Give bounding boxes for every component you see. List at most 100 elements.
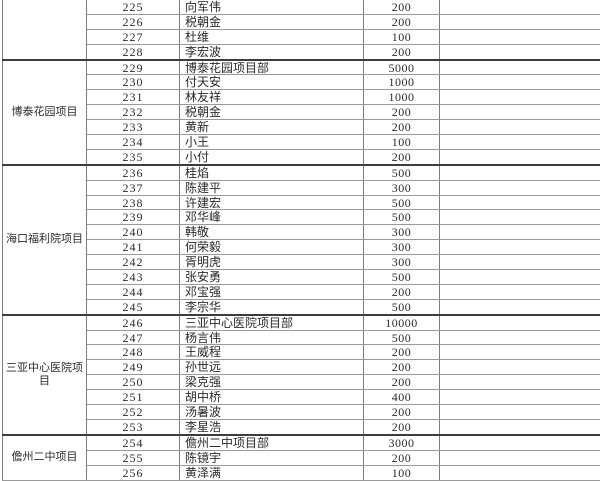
amount-cell: 200 bbox=[364, 375, 440, 390]
row-number-cell: 241 bbox=[87, 240, 180, 255]
name-cell: 杜维 bbox=[180, 29, 364, 44]
name-cell: 小付 bbox=[180, 149, 364, 164]
amount-cell: 200 bbox=[364, 450, 440, 465]
amount-cell: 500 bbox=[364, 270, 440, 285]
empty-cell bbox=[440, 165, 600, 180]
amount-cell: 200 bbox=[364, 0, 440, 14]
empty-cell bbox=[440, 284, 600, 299]
row-number-cell: 251 bbox=[87, 390, 180, 405]
name-cell: 税朝金 bbox=[180, 14, 364, 29]
row-number-cell: 246 bbox=[87, 315, 180, 330]
row-number-cell: 238 bbox=[87, 195, 180, 210]
amount-cell: 200 bbox=[364, 44, 440, 59]
amount-cell: 200 bbox=[364, 149, 440, 164]
name-cell: 邓宝强 bbox=[180, 284, 364, 299]
empty-cell bbox=[440, 195, 600, 210]
amount-cell: 100 bbox=[364, 135, 440, 150]
empty-cell bbox=[440, 225, 600, 240]
amount-cell: 200 bbox=[364, 345, 440, 360]
name-cell: 胥明虎 bbox=[180, 255, 364, 270]
row-number-cell: 228 bbox=[87, 44, 180, 59]
name-cell: 三亚中心医院项目部 bbox=[180, 315, 364, 330]
project-cell bbox=[3, 0, 87, 60]
row-number-cell: 250 bbox=[87, 375, 180, 390]
amount-cell: 1000 bbox=[364, 75, 440, 90]
row-number-cell: 236 bbox=[87, 165, 180, 180]
row-number-cell: 254 bbox=[87, 435, 180, 450]
empty-cell bbox=[440, 105, 600, 120]
row-number-cell: 247 bbox=[87, 330, 180, 345]
row-number-cell: 256 bbox=[87, 465, 180, 480]
amount-cell: 200 bbox=[364, 105, 440, 120]
amount-cell: 1000 bbox=[364, 90, 440, 105]
row-number-cell: 249 bbox=[87, 360, 180, 375]
empty-cell bbox=[440, 149, 600, 164]
name-cell: 付天安 bbox=[180, 75, 364, 90]
amount-cell: 300 bbox=[364, 240, 440, 255]
name-cell: 李星浩 bbox=[180, 419, 364, 434]
row-number-cell: 227 bbox=[87, 29, 180, 44]
amount-cell: 200 bbox=[364, 284, 440, 299]
empty-cell bbox=[440, 330, 600, 345]
name-cell: 胡中桥 bbox=[180, 390, 364, 405]
row-number-cell: 242 bbox=[87, 255, 180, 270]
row-number-cell: 229 bbox=[87, 60, 180, 75]
name-cell: 汤暑波 bbox=[180, 405, 364, 420]
empty-cell bbox=[440, 360, 600, 375]
amount-cell: 300 bbox=[364, 255, 440, 270]
amount-cell: 5000 bbox=[364, 60, 440, 75]
name-cell: 张安勇 bbox=[180, 270, 364, 285]
amount-cell: 3000 bbox=[364, 435, 440, 450]
name-cell: 李宏波 bbox=[180, 44, 364, 59]
amount-cell: 500 bbox=[364, 210, 440, 225]
name-cell: 陈建平 bbox=[180, 180, 364, 195]
amount-cell: 200 bbox=[364, 419, 440, 434]
name-cell: 梁克强 bbox=[180, 375, 364, 390]
name-cell: 税朝金 bbox=[180, 105, 364, 120]
row-number-cell: 252 bbox=[87, 405, 180, 420]
empty-cell bbox=[440, 210, 600, 225]
row-number-cell: 237 bbox=[87, 180, 180, 195]
empty-cell bbox=[440, 90, 600, 105]
project-cell: 儋州二中项目 bbox=[3, 435, 87, 480]
amount-cell: 100 bbox=[364, 29, 440, 44]
name-cell: 小王 bbox=[180, 135, 364, 150]
amount-cell: 500 bbox=[364, 165, 440, 180]
empty-cell bbox=[440, 240, 600, 255]
empty-cell bbox=[440, 405, 600, 420]
row-number-cell: 239 bbox=[87, 210, 180, 225]
amount-cell: 100 bbox=[364, 465, 440, 480]
row-number-cell: 248 bbox=[87, 345, 180, 360]
row-number-cell: 243 bbox=[87, 270, 180, 285]
amount-cell: 500 bbox=[364, 299, 440, 314]
empty-cell bbox=[440, 375, 600, 390]
row-number-cell: 235 bbox=[87, 149, 180, 164]
empty-cell bbox=[440, 14, 600, 29]
empty-cell bbox=[440, 450, 600, 465]
name-cell: 向军伟 bbox=[180, 0, 364, 14]
